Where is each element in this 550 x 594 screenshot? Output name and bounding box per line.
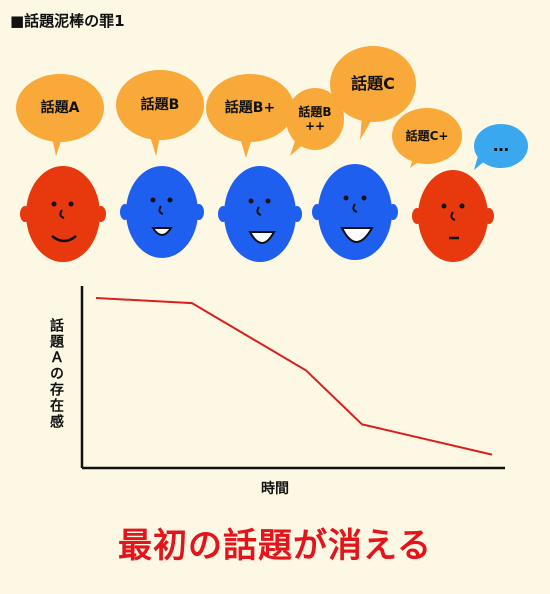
face-blue-small-open xyxy=(120,166,204,258)
speech-bubble-topic-c-plus: 話題C+ xyxy=(392,108,462,164)
bubble-label: 話題C xyxy=(351,74,395,94)
face-red-flat xyxy=(412,170,494,262)
bubble-tail xyxy=(410,156,424,168)
speech-bubble-topic-b-plus: 話題B+ xyxy=(206,74,294,142)
face-blue-large-open xyxy=(312,164,398,260)
bubble-label: 話題B xyxy=(140,96,180,113)
speech-bubble-topic-a: 話題A xyxy=(16,74,104,142)
bubble-tail xyxy=(290,138,306,156)
bubble-label: 話題B+ xyxy=(224,99,276,116)
y-axis-label: 話題Ａの存在感 xyxy=(48,318,64,430)
speech-bubble-topic-c: 話題C xyxy=(330,46,416,122)
bubble-label: … xyxy=(493,136,509,156)
bubble-tail xyxy=(150,136,160,156)
bubble-label: 話題A xyxy=(40,99,80,116)
face-red-smile xyxy=(20,166,106,262)
bubble-tail xyxy=(360,116,374,140)
bubble-tail xyxy=(52,138,62,156)
bubble-tail xyxy=(240,138,252,158)
caption: 最初の話題が消える xyxy=(118,526,432,566)
face-blue-medium-open xyxy=(218,166,302,262)
bubble-tail xyxy=(474,156,486,170)
page-title: ■話題泥棒の罪1 xyxy=(10,12,125,30)
bubble-label: 話題C+ xyxy=(405,128,449,143)
series-line-0 xyxy=(95,297,493,456)
bubble-label: 話題B++ xyxy=(298,104,332,133)
speech-bubble-topic-b: 話題B xyxy=(116,70,204,140)
x-axis-label: 時間 xyxy=(261,481,289,497)
